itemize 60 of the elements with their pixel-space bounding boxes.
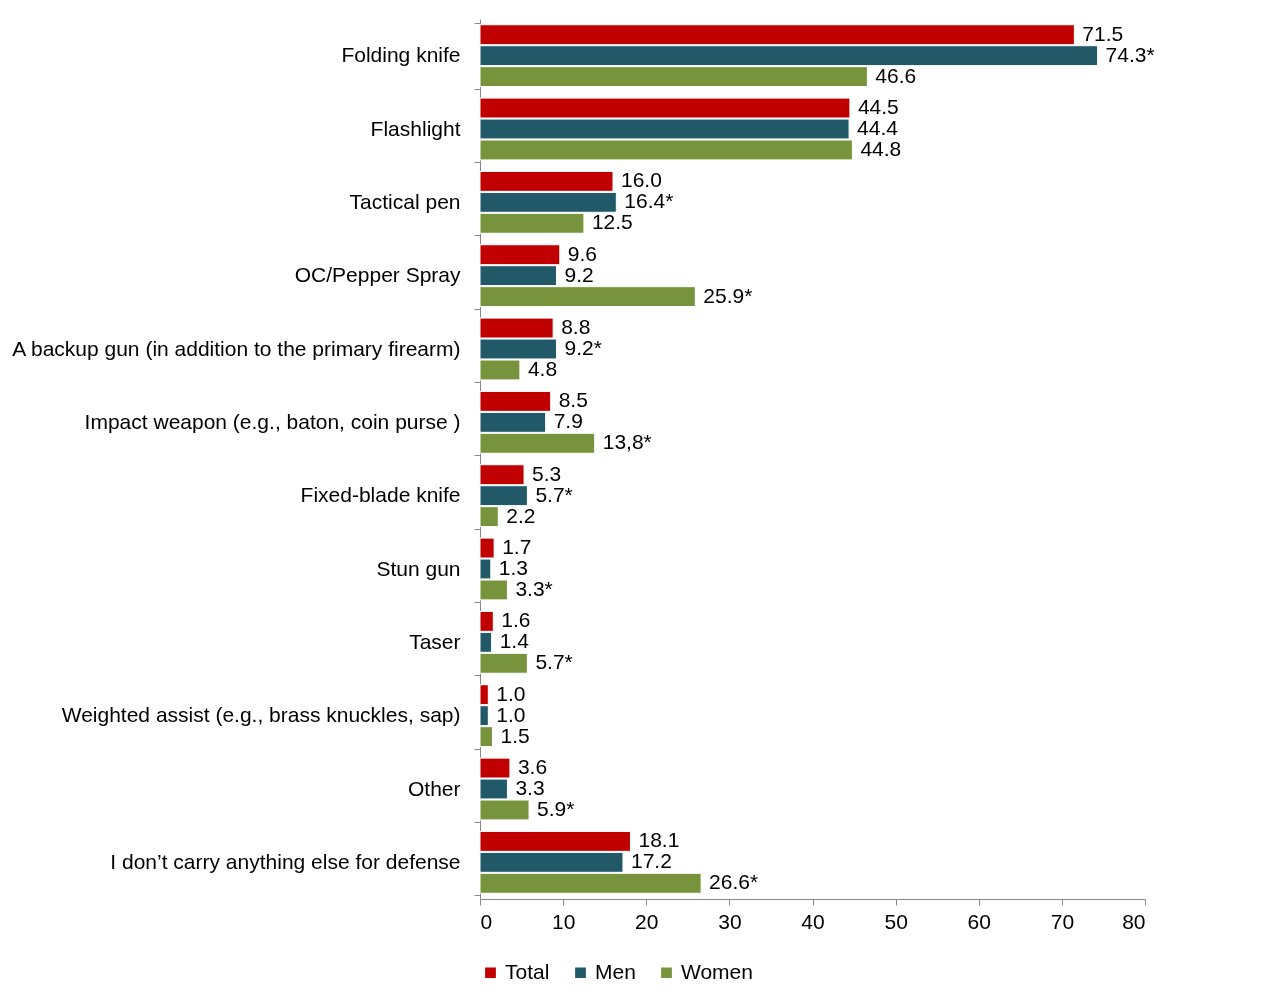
data-label: 44.8 [860, 136, 902, 160]
x-tick-label: 40 [801, 909, 825, 933]
data-label: 1.6 [501, 608, 531, 632]
data-label: 1.7 [502, 535, 532, 559]
data-label: 5.3 [532, 461, 562, 485]
x-tick-label: 80 [1122, 909, 1146, 933]
data-label: 1.5 [500, 723, 530, 747]
y-tick-label: Stun gun [376, 556, 461, 580]
y-tick-label: Flashlight [370, 116, 461, 140]
data-label: 9.6 [567, 241, 597, 265]
legend-label: Total [505, 959, 550, 983]
data-label: 17.2 [630, 849, 672, 873]
data-label: 7.9 [553, 409, 583, 433]
data-label: 13,8* [602, 430, 652, 454]
x-tick-label: 10 [551, 909, 576, 933]
data-label: 3.6 [517, 755, 548, 779]
x-tick-label: 0 [480, 909, 493, 933]
data-label: 1.3 [498, 556, 529, 579]
data-label: 5.7* [535, 650, 573, 674]
data-label: 4.8 [527, 356, 558, 380]
data-label: 8.8 [561, 315, 591, 339]
x-tick-label: 30 [718, 909, 742, 933]
data-label: 18.1 [638, 828, 680, 852]
data-label: 74.3* [1105, 42, 1155, 66]
data-label: 16.4* [624, 189, 674, 213]
data-label: 5.7* [535, 482, 573, 506]
x-tick-label: 60 [967, 909, 991, 933]
y-tick-label: OC/Pepper Spray [294, 263, 461, 287]
data-label: 1.0 [496, 702, 526, 726]
data-label: 2.2 [506, 503, 536, 527]
data-label: 3.3* [515, 576, 553, 600]
x-tick-label: 70 [1050, 909, 1075, 933]
data-label: 3.3 [515, 776, 545, 799]
data-label: 9.2* [564, 336, 602, 359]
data-label: 9.2 [564, 262, 594, 286]
x-tick-label: 20 [635, 909, 659, 933]
data-label: 1.4 [499, 629, 530, 653]
y-tick-label: Fixed-blade knife [300, 483, 461, 507]
data-label: 71.5 [1082, 21, 1124, 45]
y-tick-label: Folding knife [341, 43, 461, 67]
y-tick-label: Tactical pen [349, 189, 461, 213]
y-tick-label: A backup gun (in addition to the primary firearm) [12, 336, 461, 360]
data-label: 26.6* [709, 870, 759, 894]
data-label: 44.4 [857, 116, 899, 139]
data-label: 8.5 [558, 388, 588, 412]
data-label: 5.9* [537, 796, 575, 820]
legend-label: Women [681, 959, 753, 983]
data-label: 12.5 [591, 210, 633, 234]
y-tick-label: Weighted assist (e.g., brass knuckles, sap) [61, 703, 461, 727]
data-label: 25.9* [703, 283, 753, 307]
data-label: 46.6 [875, 63, 917, 87]
y-tick-label: Other [407, 776, 461, 800]
x-tick-label: 50 [884, 909, 908, 933]
y-tick-label: Taser [409, 629, 461, 653]
y-tick-label: I don’t carry anything else for defense [110, 849, 461, 873]
data-label: 1.0 [496, 681, 526, 705]
data-label: 44.5 [857, 95, 899, 119]
y-tick-label: Impact weapon (e.g., baton, coin purse ) [84, 409, 461, 433]
legend-label: Men [595, 959, 636, 983]
data-label: 16.0 [621, 168, 662, 192]
